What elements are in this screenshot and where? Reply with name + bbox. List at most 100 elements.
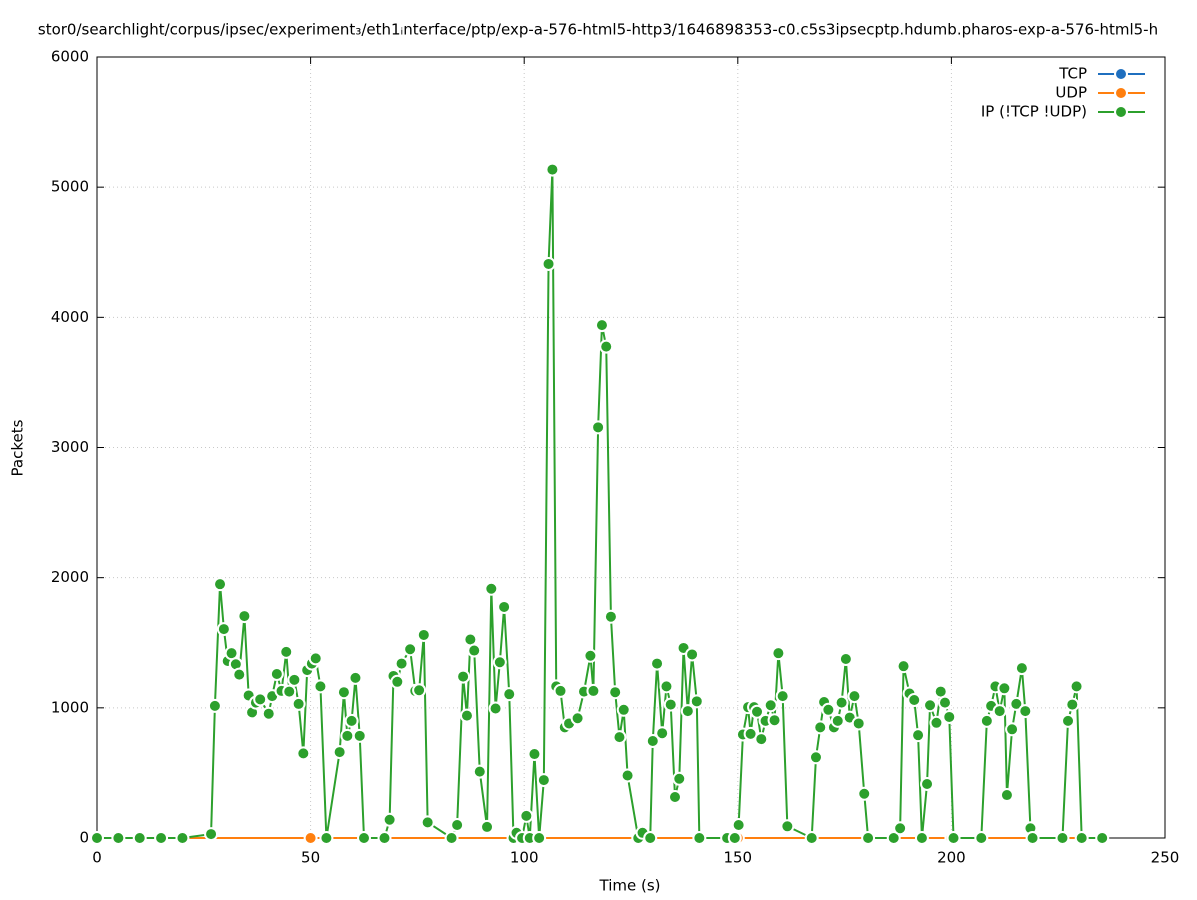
data-point (450, 817, 465, 832)
data-point (659, 679, 674, 694)
legend-label: IP (!TCP !UDP) (981, 103, 1087, 121)
x-tick-label: 50 (301, 849, 320, 867)
y-tick-label: 4000 (51, 308, 89, 326)
data-point (731, 817, 746, 832)
data-point (154, 831, 169, 845)
data-point (1025, 831, 1040, 845)
data-point (484, 581, 499, 596)
data-point (650, 656, 665, 671)
data-point (340, 728, 355, 743)
data-point (519, 808, 534, 823)
data-point (237, 609, 252, 624)
legend-label: TCP (1058, 65, 1087, 83)
data-point (857, 786, 872, 801)
data-point (527, 747, 542, 762)
legend-marker (1114, 105, 1128, 119)
data-point (207, 698, 222, 713)
data-point (303, 831, 318, 845)
data-point (175, 831, 190, 845)
data-point (979, 713, 994, 728)
data-point (1074, 831, 1089, 845)
x-tick-label: 200 (937, 849, 966, 867)
data-point (594, 318, 609, 333)
data-point (834, 695, 849, 710)
data-point (643, 831, 658, 845)
y-tick-label: 3000 (51, 438, 89, 456)
data-point (727, 831, 742, 845)
data-point (612, 730, 627, 745)
data-point (232, 667, 247, 682)
y-tick-label: 2000 (51, 568, 89, 586)
data-point (689, 694, 704, 709)
data-point (553, 683, 568, 698)
data-point (536, 773, 551, 788)
data-point (771, 646, 786, 661)
data-point (974, 831, 989, 845)
legend-label: UDP (1055, 84, 1087, 102)
data-point (645, 734, 660, 749)
data-point (291, 696, 306, 711)
data-point (213, 577, 228, 592)
data-point (319, 831, 334, 845)
data-point (672, 771, 687, 786)
data-point (261, 706, 276, 721)
data-point (204, 827, 219, 842)
data-point (472, 764, 487, 779)
data-point (459, 708, 474, 723)
x-tick-label: 100 (510, 849, 539, 867)
y-tick-label: 0 (79, 829, 89, 847)
data-point (382, 812, 397, 827)
data-point (287, 672, 302, 687)
data-point (992, 704, 1007, 719)
data-point (456, 669, 471, 684)
data-point (545, 162, 560, 177)
chart-title: stor0/searchlight/corpus/ipsec/experimen… (38, 21, 1158, 39)
data-point (851, 716, 866, 731)
data-point (497, 599, 512, 614)
data-point (90, 831, 104, 845)
data-point (488, 701, 503, 716)
data-point (332, 745, 347, 760)
data-point (616, 702, 631, 717)
data-point (750, 704, 765, 719)
y-axis-label: Packets (9, 419, 27, 476)
data-point (377, 831, 392, 845)
data-point (586, 683, 601, 698)
data-point (620, 768, 635, 783)
data-point (830, 713, 845, 728)
x-axis-label: Time (s) (599, 877, 661, 895)
data-point (357, 831, 371, 845)
data-point (403, 642, 418, 657)
data-point (893, 821, 908, 836)
x-tick-label: 150 (723, 849, 752, 867)
data-point (502, 687, 517, 702)
data-point (216, 622, 231, 637)
data-point (685, 647, 700, 662)
data-point (920, 776, 935, 791)
data-point (911, 728, 926, 743)
data-point (591, 420, 606, 435)
data-point (308, 651, 323, 666)
y-tick-label: 5000 (51, 178, 89, 196)
data-point (923, 698, 938, 713)
data-point (999, 788, 1014, 803)
data-point (692, 831, 707, 845)
legend-marker (1114, 67, 1128, 81)
data-point (1014, 661, 1029, 676)
data-point (570, 711, 585, 726)
data-point (804, 831, 819, 845)
data-point (808, 750, 823, 765)
data-point (886, 831, 901, 845)
data-point (394, 656, 409, 671)
data-point (1005, 722, 1020, 737)
data-point (780, 819, 795, 834)
data-point (296, 746, 311, 761)
data-point (767, 713, 782, 728)
data-point (655, 726, 670, 741)
y-tick-label: 1000 (51, 698, 89, 716)
data-point (754, 732, 769, 747)
data-point (663, 697, 678, 712)
data-point (937, 695, 952, 710)
data-point (946, 831, 961, 845)
